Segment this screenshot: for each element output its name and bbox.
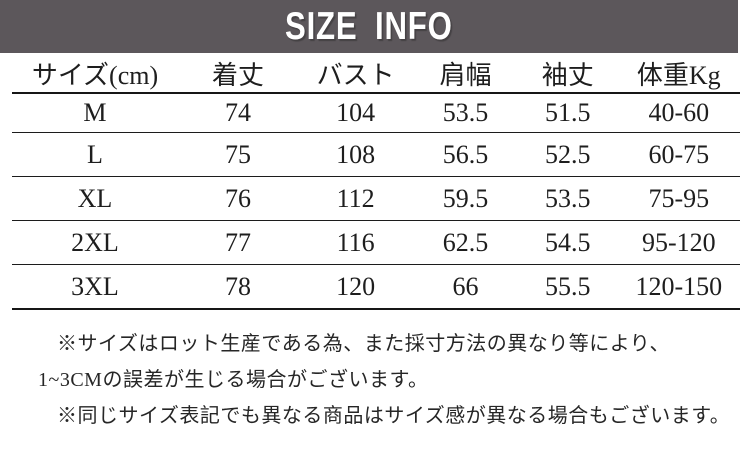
value-cell: 104 (336, 98, 376, 127)
value-cell: 59.5 (442, 183, 489, 213)
value-cell: 62.5 (442, 227, 489, 257)
value-cell: 56.5 (442, 139, 489, 169)
table-row: XL 76 112 59.5 53.5 75-95 (12, 177, 740, 221)
value-cell: 74 (225, 98, 252, 127)
title-banner: SIZE INFO (0, 0, 738, 53)
column-header-sleeve: 袖丈 (541, 60, 594, 90)
value-cell: 120 (336, 271, 376, 301)
value-cell: 78 (225, 271, 252, 301)
page-title: SIZE INFO (285, 4, 453, 48)
column-header-length: 着丈 (212, 60, 265, 90)
value-cell: 40-60 (648, 98, 710, 127)
size-table: サイズ(cm) 着丈 バスト 肩幅 袖丈 体重Kg M 74 104 53.5 … (12, 54, 740, 310)
value-cell: 55.5 (545, 271, 591, 301)
value-cell: 75-95 (648, 183, 710, 213)
size-table-header-row: サイズ(cm) 着丈 バスト 肩幅 袖丈 体重Kg (12, 54, 740, 94)
size-cell: 2XL (71, 227, 119, 257)
size-cell: 3XL (71, 271, 119, 301)
value-cell: 53.5 (442, 98, 489, 127)
value-cell: 95-120 (641, 227, 716, 257)
value-cell: 76 (225, 183, 252, 213)
value-cell: 54.5 (545, 227, 591, 257)
value-cell: 108 (336, 139, 376, 169)
column-header-bust: バスト (316, 60, 395, 90)
table-row: 2XL 77 116 62.5 54.5 95-120 (12, 221, 740, 265)
column-header-size: サイズ(cm) (31, 60, 159, 90)
value-cell: 66 (452, 271, 479, 301)
size-note-line-1: ※サイズはロット生産である為、また採寸方法の異なり等により、 (57, 333, 670, 355)
column-header-weight: 体重Kg (636, 60, 721, 90)
value-cell: 116 (336, 227, 375, 257)
value-cell: 60-75 (648, 139, 710, 169)
size-note-line-2: 1~3CMの誤差が生じる場合がございます。 (38, 369, 429, 391)
size-cell: L (87, 139, 103, 169)
value-cell: 52.5 (545, 139, 591, 169)
value-cell: 77 (225, 227, 252, 257)
size-note-line-3: ※同じサイズ表記でも異なる商品はサイズ感が異なる場合もございます。 (57, 405, 731, 427)
value-cell: 75 (225, 139, 252, 169)
value-cell: 53.5 (545, 183, 591, 213)
column-header-shoulder: 肩幅 (439, 60, 492, 90)
size-cell: M (83, 98, 107, 127)
value-cell: 120-150 (635, 271, 723, 301)
size-cell: XL (77, 183, 113, 213)
table-row: 3XL 78 120 66 55.5 120-150 (12, 265, 740, 310)
table-row: L 75 108 56.5 52.5 60-75 (12, 133, 740, 177)
value-cell: 112 (336, 183, 375, 213)
table-row: M 74 104 53.5 51.5 40-60 (12, 94, 740, 133)
value-cell: 51.5 (545, 98, 591, 127)
